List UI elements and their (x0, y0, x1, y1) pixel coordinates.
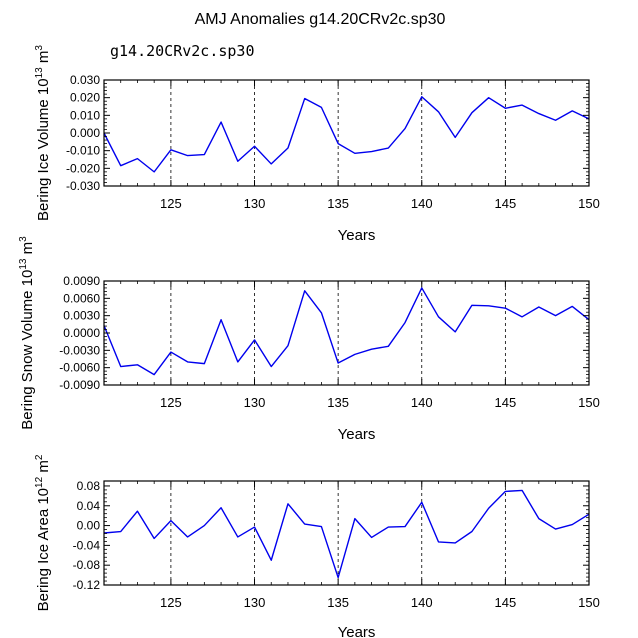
x-tick-label: 125 (160, 196, 182, 211)
data-series-line (103, 287, 590, 376)
y-tick-label: -0.0090 (59, 378, 100, 392)
x-tick-label: 150 (578, 196, 600, 211)
x-tick-label: 140 (411, 395, 433, 410)
y-tick-label: 0.0030 (63, 309, 100, 323)
x-tick-label: 130 (244, 595, 266, 610)
x-tick-label: 150 (578, 595, 600, 610)
y-axis-label-text: Bering Ice Volume 10 (35, 78, 52, 221)
plot-frame (103, 79, 590, 187)
x-axis-label: Years (338, 426, 376, 443)
plot-frame (103, 480, 590, 586)
y-tick-label: 0.010 (70, 108, 100, 122)
data-series-line (103, 489, 590, 579)
x-tick-label: 150 (578, 395, 600, 410)
y-tick-label: 0.00 (77, 519, 101, 533)
y-axis-label-text: Bering Ice Area 10 (35, 488, 52, 611)
y-axis-label-text: m (35, 51, 52, 68)
x-tick-label: 145 (495, 395, 517, 410)
y-tick-label: -0.0030 (59, 343, 100, 357)
y-axis-label-superscript: 3 (18, 236, 29, 242)
y-tick-label: -0.0060 (59, 361, 100, 375)
x-tick-label: 130 (244, 196, 266, 211)
figure-subtitle: g14.20CRv2c.sp30 (110, 42, 255, 60)
y-tick-label: -0.010 (66, 144, 100, 158)
y-tick-label: -0.04 (73, 538, 101, 552)
y-tick-label: 0.08 (77, 479, 101, 493)
y-tick-label: 0.04 (77, 499, 101, 513)
y-axis-label-text: m (19, 242, 36, 259)
y-axis-label: Bering Ice Area 1012 m2 (34, 454, 52, 611)
x-tick-label: 135 (327, 196, 349, 211)
x-tick-label: 135 (327, 395, 349, 410)
y-axis-label-superscript: 12 (34, 476, 45, 488)
x-tick-label: 135 (327, 595, 349, 610)
x-tick-label: 125 (160, 595, 182, 610)
x-tick-label: 145 (495, 196, 517, 211)
x-tick-label: 125 (160, 395, 182, 410)
chart-panels: 0.030 0.020 0.010 0.000 -0.010 -0.020 -0.030 12… (18, 45, 600, 638)
y-axis-label-superscript: 3 (34, 45, 45, 51)
x-tick-label: 140 (411, 196, 433, 211)
y-axis-label-superscript: 13 (18, 258, 29, 270)
x-tick-label: 140 (411, 595, 433, 610)
y-tick-label: 0.000 (70, 126, 100, 140)
y-axis-label-superscript: 2 (34, 454, 45, 460)
figure-title: AMJ Anomalies g14.20CRv2c.sp30 (195, 11, 446, 28)
y-tick-label: -0.020 (66, 161, 100, 175)
y-axis-label-text: m (35, 460, 52, 477)
chart-panel-1: 0.030 0.020 0.010 0.000 -0.010 -0.020 -0.030 12… (34, 45, 600, 244)
x-tick-label: 130 (244, 395, 266, 410)
data-series-line (103, 96, 590, 173)
y-tick-label: -0.12 (73, 578, 101, 592)
y-tick-label: 0.020 (70, 91, 100, 105)
y-tick-label: 0.0000 (63, 326, 100, 340)
x-tick-label: 145 (495, 595, 517, 610)
y-tick-label: 0.030 (70, 73, 100, 87)
x-axis-label: Years (338, 624, 376, 638)
x-axis-label: Years (338, 227, 376, 244)
y-axis-label-text: Bering Snow Volume 10 (19, 270, 36, 430)
chart-panel-3: 0.08 0.04 0.00 -0.04 -0.08 -0.12 125 130 135 140 1… (34, 454, 600, 638)
chart-panel-2: 0.0090 0.0060 0.0030 0.0000 -0.0030 -0.0060 -0… (18, 236, 600, 443)
y-tick-label: 0.0090 (63, 274, 100, 288)
y-tick-label: -0.08 (73, 558, 101, 572)
plot-frame (103, 280, 590, 386)
y-tick-label: 0.0060 (63, 291, 100, 305)
y-tick-label: -0.030 (66, 179, 100, 193)
y-axis-label: Bering Snow Volume 1013 m3 (18, 236, 36, 430)
y-axis-label: Bering Ice Volume 1013 m3 (34, 45, 52, 221)
y-axis-label-superscript: 13 (34, 67, 45, 79)
